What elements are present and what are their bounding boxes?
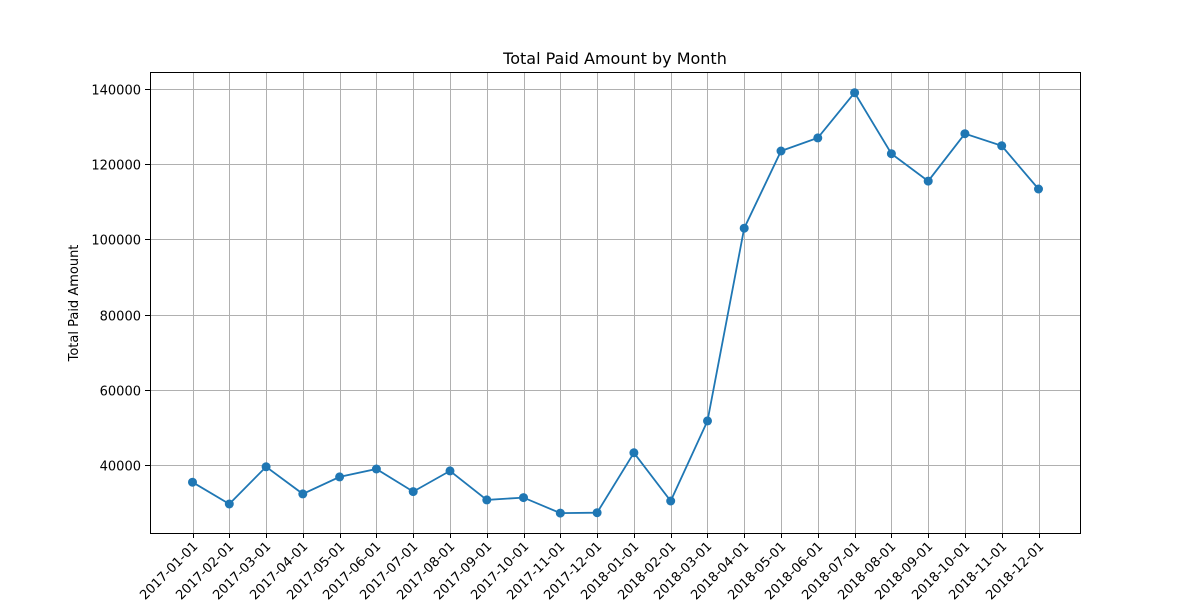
- data-point: [224, 499, 234, 509]
- data-point: [188, 477, 197, 487]
- data-point: [371, 464, 381, 474]
- y-tick-label: 40000: [100, 460, 141, 475]
- data-point: [592, 508, 602, 518]
- chart-title: Total Paid Amount by Month: [502, 49, 727, 68]
- data-point: [850, 88, 860, 98]
- y-axis-label: Total Paid Amount: [67, 245, 82, 363]
- data-point: [886, 149, 896, 159]
- data-point: [298, 489, 308, 499]
- series-line: [192, 91, 1040, 515]
- data-point: [960, 129, 970, 139]
- data-point: [666, 496, 676, 506]
- data-point: [629, 448, 639, 458]
- data-point: [261, 462, 271, 472]
- y-tick-label: 140000: [91, 84, 141, 99]
- data-point: [1034, 184, 1043, 194]
- y-tick-label: 100000: [91, 234, 141, 249]
- data-point: [703, 416, 712, 426]
- data-point: [519, 493, 528, 503]
- series-layer: [188, 88, 1043, 518]
- data-point: [445, 466, 455, 476]
- data-point: [482, 495, 492, 505]
- data-point: [335, 472, 345, 482]
- data-point: [739, 223, 749, 233]
- data-point: [813, 133, 823, 143]
- grid-lines: [150, 72, 1080, 533]
- y-tick-label: 80000: [100, 310, 141, 325]
- data-point: [776, 146, 786, 156]
- data-point: [923, 176, 933, 186]
- data-point: [997, 141, 1007, 151]
- y-tick-label: 60000: [100, 385, 141, 400]
- data-point: [555, 508, 565, 518]
- plot-frame: [150, 72, 1081, 534]
- data-point: [408, 487, 418, 497]
- y-tick-label: 120000: [91, 159, 141, 174]
- axis-ticks: 2017-01-012017-02-012017-03-012017-04-01…: [91, 84, 1047, 600]
